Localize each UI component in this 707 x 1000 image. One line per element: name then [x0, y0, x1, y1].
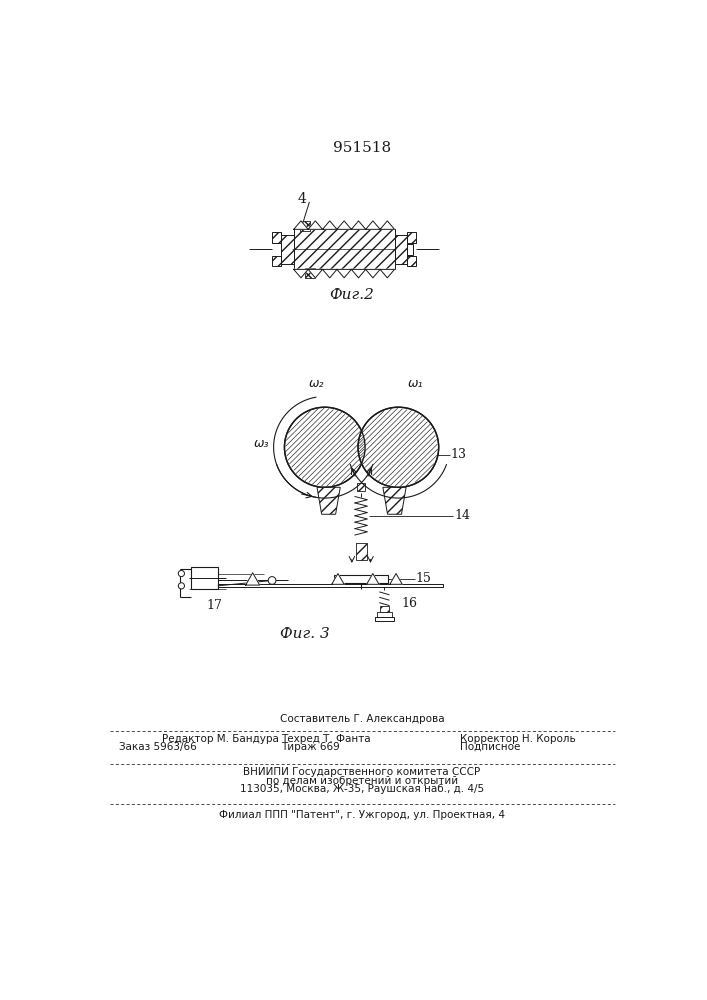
Polygon shape — [383, 487, 406, 514]
Text: Редактор М. Бандура: Редактор М. Бандура — [162, 734, 279, 744]
Polygon shape — [383, 487, 406, 514]
Polygon shape — [380, 221, 395, 229]
Text: 951518: 951518 — [333, 141, 391, 155]
Text: по делам изобретений и открытий: по делам изобретений и открытий — [266, 776, 458, 786]
Polygon shape — [246, 573, 259, 585]
Text: 16: 16 — [402, 597, 417, 610]
Polygon shape — [308, 221, 322, 229]
Polygon shape — [351, 221, 366, 229]
Polygon shape — [308, 269, 322, 278]
Circle shape — [268, 577, 276, 584]
Bar — [357, 483, 365, 491]
Bar — [202, 584, 443, 587]
Bar — [395, 235, 407, 264]
Bar — [293, 229, 395, 269]
Bar — [281, 235, 293, 264]
Text: Тираж 669: Тираж 669 — [281, 742, 339, 752]
Polygon shape — [367, 574, 379, 584]
Circle shape — [178, 570, 185, 577]
Bar — [300, 221, 310, 231]
Text: 14: 14 — [454, 509, 470, 522]
Circle shape — [358, 407, 438, 487]
Text: Составитель Г. Александрова: Составитель Г. Александрова — [280, 714, 444, 724]
Text: Филиал ППП "Патент", г. Ужгород, ул. Проектная, 4: Филиал ППП "Патент", г. Ужгород, ул. Про… — [219, 810, 505, 820]
Bar — [305, 268, 315, 278]
Polygon shape — [293, 221, 308, 229]
Bar — [272, 232, 281, 243]
Bar — [380, 606, 389, 612]
Bar — [377, 612, 392, 617]
Bar — [407, 232, 416, 243]
Polygon shape — [332, 574, 344, 584]
Text: Фиг. 3: Фиг. 3 — [281, 627, 330, 641]
Polygon shape — [351, 269, 366, 278]
Polygon shape — [337, 269, 351, 278]
Polygon shape — [390, 574, 402, 584]
Polygon shape — [322, 221, 337, 229]
Bar — [191, 567, 218, 589]
Polygon shape — [317, 487, 340, 514]
Polygon shape — [317, 487, 340, 514]
Text: Корректор Н. Король: Корректор Н. Король — [460, 734, 576, 744]
Polygon shape — [337, 221, 351, 229]
Text: ВНИИПИ Государственного комитета СССР: ВНИИПИ Государственного комитета СССР — [243, 767, 481, 777]
Bar — [407, 244, 413, 255]
Bar — [407, 256, 416, 266]
Polygon shape — [322, 269, 337, 278]
Text: ω₁: ω₁ — [408, 377, 423, 390]
Text: Подписное: Подписное — [460, 742, 521, 752]
Text: 17: 17 — [206, 599, 222, 612]
Polygon shape — [366, 269, 380, 278]
Text: 4: 4 — [297, 192, 306, 206]
Text: 15: 15 — [416, 572, 431, 585]
Polygon shape — [380, 269, 395, 278]
Text: Фиг.2: Фиг.2 — [329, 288, 374, 302]
Polygon shape — [366, 221, 380, 229]
Text: Техред Т. Фанта: Техред Т. Фанта — [281, 734, 370, 744]
Circle shape — [284, 407, 365, 487]
Text: ω₂: ω₂ — [309, 377, 325, 390]
Bar — [334, 575, 388, 583]
Text: Заказ 5963/66: Заказ 5963/66 — [119, 742, 197, 752]
Bar — [356, 543, 367, 560]
Text: 13: 13 — [450, 448, 467, 461]
Text: 113035, Москва, Ж-35, Раушская наб., д. 4/5: 113035, Москва, Ж-35, Раушская наб., д. … — [240, 784, 484, 794]
Text: ω₃: ω₃ — [253, 437, 269, 450]
Polygon shape — [293, 269, 308, 278]
Bar — [375, 617, 394, 621]
Circle shape — [178, 583, 185, 589]
Bar — [272, 256, 281, 266]
